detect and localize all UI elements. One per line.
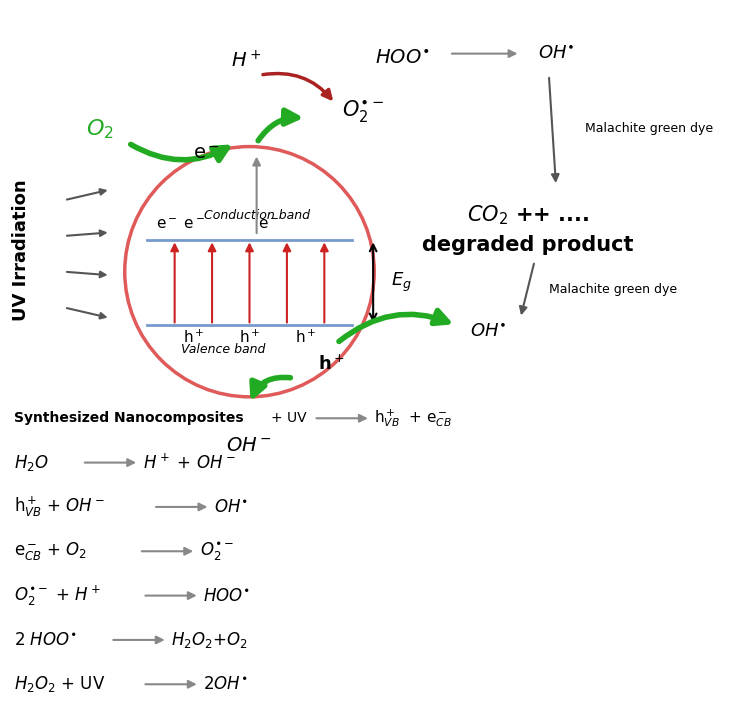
Text: e$^-$: e$^-$ bbox=[193, 144, 220, 163]
Text: $HOO^{\bullet}$: $HOO^{\bullet}$ bbox=[203, 586, 250, 605]
Text: $2OH^{\bullet}$: $2OH^{\bullet}$ bbox=[203, 675, 248, 694]
Text: $OH^{\bullet}$: $OH^{\bullet}$ bbox=[538, 44, 575, 63]
Text: $O_2^{\bullet-}$ + $H^+$: $O_2^{\bullet-}$ + $H^+$ bbox=[14, 583, 102, 608]
Text: 2 $HOO^{\bullet}$: 2 $HOO^{\bullet}$ bbox=[14, 631, 77, 649]
Text: e$^-$ e$^-$: e$^-$ e$^-$ bbox=[156, 217, 206, 232]
Text: $H^+$ + $OH^-$: $H^+$ + $OH^-$ bbox=[142, 453, 235, 472]
Text: Malachite green dye: Malachite green dye bbox=[584, 122, 713, 135]
Text: Synthesized Nanocomposites: Synthesized Nanocomposites bbox=[14, 411, 244, 425]
Text: $HOO^{\bullet}$: $HOO^{\bullet}$ bbox=[376, 48, 430, 66]
Text: $O_2^{\bullet-}$: $O_2^{\bullet-}$ bbox=[199, 541, 234, 562]
Text: $OH^{\bullet}$: $OH^{\bullet}$ bbox=[470, 323, 507, 342]
Text: $H_2O_2$ + UV: $H_2O_2$ + UV bbox=[14, 674, 106, 694]
Text: h$^+_{VB}$  + e$^-_{CB}$: h$^+_{VB}$ + e$^-_{CB}$ bbox=[374, 408, 452, 429]
Text: $O_2$: $O_2$ bbox=[86, 117, 114, 141]
Text: $H_2O_2$+$O_2$: $H_2O_2$+$O_2$ bbox=[171, 630, 248, 650]
Text: $OH^-$: $OH^-$ bbox=[227, 436, 272, 455]
Text: h$^+_{VB}$ + $OH^-$: h$^+_{VB}$ + $OH^-$ bbox=[14, 495, 106, 519]
Text: $OH^{\bullet}$: $OH^{\bullet}$ bbox=[214, 498, 248, 516]
Text: UV Irradiation: UV Irradiation bbox=[13, 179, 30, 321]
Text: Valence band: Valence band bbox=[181, 343, 265, 356]
Text: Malachite green dye: Malachite green dye bbox=[549, 283, 677, 296]
Text: h$^+$: h$^+$ bbox=[238, 329, 261, 346]
Text: Conduction band: Conduction band bbox=[204, 209, 310, 222]
Text: h$^+$: h$^+$ bbox=[318, 354, 345, 373]
Text: h$^+$: h$^+$ bbox=[294, 329, 317, 346]
Text: $E_g$: $E_g$ bbox=[391, 271, 412, 294]
Text: $CO_2$ ++ ....
degraded product: $CO_2$ ++ .... degraded product bbox=[421, 203, 633, 255]
Text: $H_2O$: $H_2O$ bbox=[14, 453, 49, 473]
Text: + UV: + UV bbox=[271, 411, 306, 425]
Text: $O_2^{\bullet-}$: $O_2^{\bullet-}$ bbox=[342, 98, 385, 124]
Text: h$^+$: h$^+$ bbox=[182, 329, 204, 346]
Text: $H^+$: $H^+$ bbox=[230, 50, 261, 72]
Text: e$^-_{CB}$ + $O_2$: e$^-_{CB}$ + $O_2$ bbox=[14, 541, 87, 562]
Text: e$^-$: e$^-$ bbox=[258, 217, 279, 232]
